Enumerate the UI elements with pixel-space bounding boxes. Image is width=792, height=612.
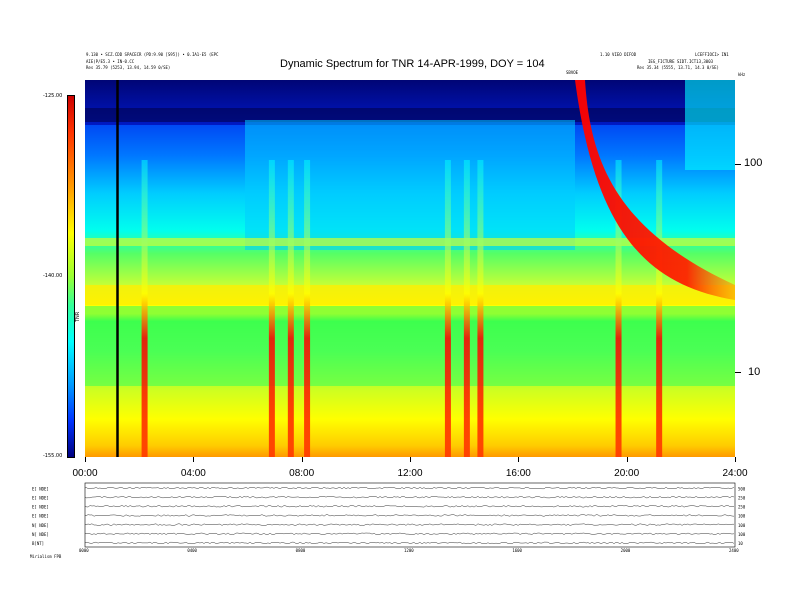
line-x-tick-6: 2400	[729, 548, 739, 553]
type-ii-burst	[575, 80, 735, 300]
line-right-tick-0: 500	[738, 486, 746, 491]
spectrum-band-green	[85, 306, 735, 386]
colorbar-tick-bottom: -155.00	[43, 453, 63, 459]
line-right-tick-4: 100	[738, 523, 746, 528]
top-marker-label: SBVOE	[566, 70, 579, 75]
colorbar	[67, 95, 75, 458]
line-x-tick-2: 0800	[296, 548, 306, 553]
y-tick-100: 100	[744, 157, 763, 169]
spectrum-band-yellow	[85, 285, 735, 305]
chart-title: Dynamic Spectrum for TNR 14-APR-1999, DO…	[280, 58, 545, 70]
burst-5	[463, 160, 470, 457]
colorbar-tick-top: -125.00	[43, 93, 63, 99]
right-axis-unit: kHz	[738, 72, 746, 77]
x-tick-label-0: 00:00	[72, 468, 98, 479]
header-left-line3: Res 35.79 (5253, 13.94, 14.59 0/SE)	[86, 65, 171, 70]
burst-0	[141, 160, 148, 457]
line-right-tick-6: 10	[738, 541, 743, 546]
x-tick-mark-6	[735, 457, 736, 462]
spectrum-dark-stripe	[85, 108, 735, 122]
spectrum-cyan-patch	[245, 120, 575, 250]
line-x-tick-1: 0400	[187, 548, 197, 553]
line-trace-4	[84, 523, 734, 526]
line-right-tick-2: 250	[738, 505, 746, 510]
line-panel-footer: Mirialism FPB	[30, 554, 62, 559]
header-right-line3: IEG_FICTURE SIDT.ICT13,3003	[648, 59, 714, 64]
burst-4	[444, 160, 451, 457]
line-trace-6	[84, 541, 735, 544]
line-label-0: E[ NDE]	[32, 486, 49, 491]
line-x-tick-5: 2000	[621, 548, 631, 553]
line-label-2: E[ NDE]	[32, 505, 49, 510]
x-tick-mark-2	[301, 457, 303, 462]
line-trace-5	[84, 532, 735, 535]
header-left-line1: 9.130 • SCZ.CDD SPACECR (PD:9.90 [S95]) …	[86, 52, 219, 57]
line-label-5: N[ NDE]	[32, 532, 49, 537]
line-x-tick-4: 1600	[512, 548, 522, 553]
dynamic-spectrum-heatmap	[85, 80, 735, 457]
line-x-tick-3: 1200	[404, 548, 414, 553]
line-label-3: E[ NDE]	[32, 514, 49, 519]
line-right-tick-1: 250	[738, 496, 746, 501]
x-tick-mark-3	[410, 457, 411, 462]
burst-3	[304, 160, 311, 457]
line-right-tick-5: 100	[738, 532, 746, 537]
spectrum-cyan-right	[685, 80, 735, 170]
x-tick-label-6: 24:00	[722, 468, 748, 479]
header-right-line2: LCEFFIOCI> IN1	[695, 52, 729, 57]
x-tick-mark-5	[626, 457, 628, 462]
line-trace-3	[84, 514, 735, 517]
burst-7	[615, 160, 622, 457]
y-tick-10: 10	[748, 366, 761, 378]
line-right-tick-3: 100	[738, 514, 746, 519]
line-label-4: N[ NDE]	[32, 523, 49, 528]
burst-6	[477, 160, 484, 457]
burst-8	[656, 160, 663, 457]
x-tick-label-4: 16:00	[505, 468, 531, 479]
line-label-1: E[ NDE]	[32, 496, 49, 501]
line-trace-1	[84, 496, 735, 499]
burst-group	[141, 160, 663, 457]
x-tick-mark-1	[193, 457, 195, 462]
header-right-line4: Res 35.34 (5555, 13.71, 14.3 0/SE)	[637, 65, 719, 70]
x-tick-label-5: 20:00	[614, 468, 640, 479]
spectrum-band-upper	[85, 238, 735, 246]
x-tick-mark-0	[85, 457, 86, 462]
x-tick-label-1: 04:00	[180, 468, 206, 479]
y-tick-mark-10	[735, 372, 741, 373]
burst-1	[268, 160, 275, 457]
burst-2	[287, 160, 294, 457]
line-label-6: B[NT]	[32, 541, 44, 546]
colorbar-tick-mid: -140.00	[43, 273, 63, 279]
x-tick-label-3: 12:00	[397, 468, 423, 479]
line-panel-frame	[84, 482, 736, 548]
colorbar-label: TNR	[75, 311, 81, 322]
line-trace-2	[84, 505, 735, 508]
line-x-tick-0: 0000	[79, 548, 89, 553]
y-tick-mark-100	[735, 164, 741, 165]
x-tick-label-2: 08:00	[289, 468, 315, 479]
line-trace-0	[84, 486, 735, 490]
header-right-line1: 1.10 VIEO DIFOD	[600, 52, 637, 57]
header-left-line2: AIE)P/E5.3 • IN-0.CC	[86, 59, 135, 64]
x-tick-mark-4	[518, 457, 520, 462]
